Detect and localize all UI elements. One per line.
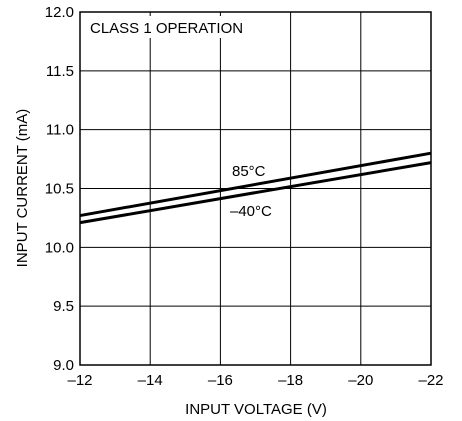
series-label-85c: 85°C (232, 163, 266, 180)
x-tick-label: –14 (138, 372, 163, 389)
annotation-background (86, 16, 256, 38)
x-tick-label: –22 (418, 372, 443, 389)
series-line-minus40c (79, 161, 432, 225)
y-tick-label: 12.0 (45, 4, 74, 21)
series-layer (79, 151, 432, 225)
grid-lines (79, 11, 432, 366)
y-tick-label: 10.0 (45, 239, 74, 256)
x-tick-label: –18 (278, 372, 303, 389)
y-tick-label: 11.5 (46, 63, 74, 80)
series-label-minus40c: –40°C (230, 203, 272, 220)
x-tick-labels: –12 –14 –16 –18 –20 –22 (67, 372, 443, 389)
x-tick-label: –20 (348, 372, 373, 389)
x-axis-label: INPUT VOLTAGE (V) (185, 401, 327, 418)
series-line-85c (79, 151, 432, 218)
chart-annotation: CLASS 1 OPERATION (90, 20, 243, 37)
x-tick-label: –12 (67, 372, 92, 389)
x-tick-label: –16 (208, 372, 233, 389)
y-tick-label: 10.5 (45, 181, 74, 198)
y-axis-label: INPUT CURRENT (mA) (14, 109, 31, 268)
y-tick-labels: 9.0 9.5 10.0 10.5 11.0 11.5 12.0 (45, 4, 74, 374)
y-tick-label: 9.5 (53, 298, 74, 315)
y-tick-label: 9.0 (53, 357, 74, 374)
y-tick-label: 11.0 (46, 122, 74, 139)
plot-frame (79, 11, 432, 366)
